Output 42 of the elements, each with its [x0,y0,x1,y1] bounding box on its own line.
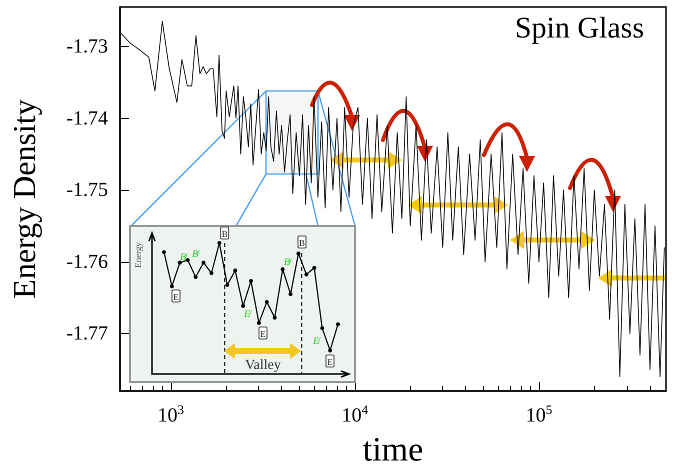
annotation: E [173,292,180,302]
point [296,251,300,256]
annotation: E̸ [312,336,322,347]
point [264,300,269,304]
y-tick-label: -1.75 [66,179,108,202]
y-axis-title: Energy Density [6,99,42,299]
point [304,272,308,276]
point [336,322,340,326]
annotation: E̸ [242,309,252,320]
point [178,260,182,265]
point [209,271,214,276]
x-axis-title: time [362,432,424,468]
y-axis-title: Energy [133,242,143,268]
point [225,282,230,287]
point [312,266,316,270]
point [233,268,238,273]
annotation: B̸ [180,252,188,263]
annotation: E [327,357,334,367]
annotation: B̸ [284,257,292,268]
annotation: B [298,238,306,248]
point [241,304,246,308]
point [288,292,293,296]
y-tick-label: -1.77 [66,322,108,345]
y-tick-label: -1.74 [66,107,108,130]
point [194,275,198,280]
point [162,250,166,254]
y-tick-label: -1.76 [66,250,108,273]
point [280,267,285,272]
point [320,326,324,330]
annotation: Valley [245,358,281,373]
chart-title: Spin Glass [514,12,644,44]
point [217,241,222,245]
point [328,348,332,352]
annotation: B [222,229,228,239]
y-tick-label: -1.73 [66,35,108,58]
annotation: E [260,329,266,339]
point [256,320,261,325]
point [170,284,174,288]
point [272,316,277,320]
point [202,260,206,265]
point [249,278,253,283]
annotation: B̸ [192,249,200,260]
